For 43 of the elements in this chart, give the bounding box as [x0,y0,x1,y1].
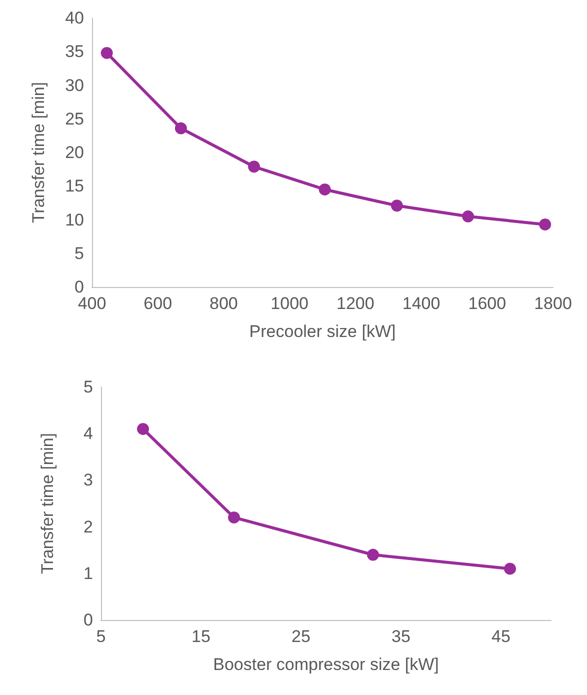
x-tick-label: 35 [392,627,410,646]
y-axis-title: Transfer time [min] [38,432,57,574]
y-axis-title: Transfer time [min] [29,82,48,224]
x-tick-label: 1800 [534,294,572,313]
y-tick-label: 35 [65,42,84,62]
y-tick-label: 2 [84,517,93,536]
point [318,183,331,196]
x-tick-label: 25 [292,627,310,646]
y-tick-label: 15 [65,176,84,196]
point [228,511,240,524]
y-tick-label: 25 [65,109,84,128]
point [248,160,260,173]
y-tick-label: 0 [74,278,84,296]
y-tick-label: 40 [65,8,84,28]
point [137,422,149,435]
y-tick-label: 5 [84,378,93,396]
x-tick-label: 1400 [402,294,440,313]
y-tick-label: 10 [65,210,84,230]
point [462,210,474,222]
y-tick-label: 4 [84,424,93,444]
point [100,46,113,59]
x-tick-label: 45 [492,627,510,646]
x-tick-label: 15 [192,627,210,646]
x-tick-label: 1600 [468,294,506,313]
point [390,200,403,212]
x-tick-label: 1000 [270,294,308,313]
x-tick-label: 400 [78,294,106,313]
x-axis-title: Precooler size [kW] [249,322,396,341]
y-tick-label: 0 [84,610,93,630]
x-tick-label: 5 [96,627,106,646]
x-tick-label: 800 [210,294,238,313]
point [174,122,187,134]
x-tick-label: 1200 [336,294,374,313]
y-tick-label: 3 [84,470,93,490]
y-tick-label: 5 [74,244,84,263]
point [539,218,552,230]
point [504,562,516,575]
y-tick-label: 20 [65,143,84,162]
y-tick-label: 1 [84,564,93,583]
y-tick-label: 30 [65,76,84,95]
point [367,548,379,561]
x-tick-label: 600 [144,294,172,313]
x-axis-title: Booster compressor size [kW] [213,655,439,674]
